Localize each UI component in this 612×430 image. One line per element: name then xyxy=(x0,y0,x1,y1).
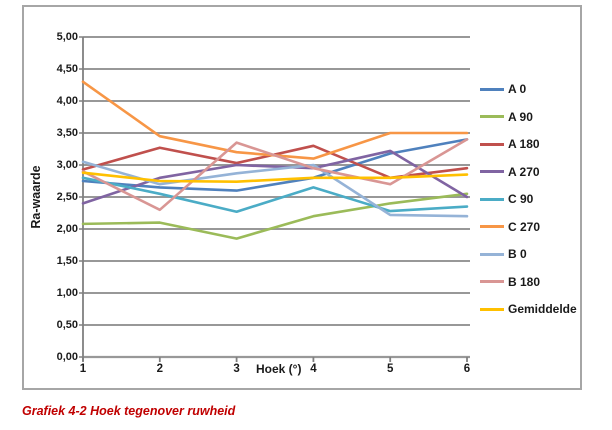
legend-item-a-180: A 180 xyxy=(480,137,540,151)
series-line-c-270 xyxy=(81,80,469,160)
legend-label: C 270 xyxy=(508,219,541,234)
y-tick-label: 4,00 xyxy=(56,95,78,107)
x-tick-label: 5 xyxy=(386,363,394,375)
legend-line-swatch xyxy=(480,170,504,173)
legend-item-c-270: C 270 xyxy=(480,220,540,234)
legend-label: A 90 xyxy=(508,109,533,124)
y-tick-label: 1,00 xyxy=(56,287,78,299)
y-tick-label: 2,00 xyxy=(56,223,78,235)
legend-line-swatch xyxy=(480,197,504,201)
y-axis-title: Ra-waarde xyxy=(29,165,43,229)
legend-label: Gemiddelde xyxy=(508,302,577,316)
legend-item-b-180: B 180 xyxy=(480,275,540,289)
series-line-a-0 xyxy=(81,138,469,192)
legend-line-swatch xyxy=(480,280,504,283)
y-tick-label: 1,50 xyxy=(56,255,78,267)
y-tick-label: 2,50 xyxy=(56,191,78,203)
x-tick-label: 3 xyxy=(233,363,240,375)
legend-line-swatch xyxy=(480,307,504,311)
legend-label: A 180 xyxy=(508,137,540,151)
legend-item-b-0: B 0 xyxy=(480,247,527,261)
legend-line-swatch xyxy=(480,252,504,256)
legend-label: B 180 xyxy=(508,274,541,289)
y-tick-label: 3,50 xyxy=(56,127,78,139)
figure-caption: Grafiek 4-2 Hoek tegenover ruwheid xyxy=(22,404,236,418)
legend-item-a-270: A 270 xyxy=(480,165,540,179)
x-tick-label: 4 xyxy=(310,363,317,375)
legend-item-gemiddelde: Gemiddelde xyxy=(480,302,577,316)
x-axis-title: Hoek (°) xyxy=(256,362,302,376)
legend-line-swatch xyxy=(480,142,504,146)
legend-label: C 90 xyxy=(508,192,534,206)
legend-label: A 0 xyxy=(508,82,527,96)
legend-line-swatch xyxy=(480,115,504,118)
y-tick-label: 5,00 xyxy=(56,31,78,43)
legend-item-c-90: C 90 xyxy=(480,192,533,206)
legend-line-swatch xyxy=(480,87,504,91)
legend-item-a-0: A 0 xyxy=(480,82,526,96)
x-tick-label: 2 xyxy=(156,363,163,375)
y-tick-label: 0,00 xyxy=(56,351,78,363)
y-tick-label: 3,00 xyxy=(56,159,78,171)
legend-label: B 0 xyxy=(508,247,527,261)
series-line-c-90 xyxy=(81,176,469,214)
y-tick-label: 0,50 xyxy=(56,319,78,331)
series-line-a-90 xyxy=(81,192,469,240)
legend-item-a-90: A 90 xyxy=(480,110,533,124)
legend-label: A 270 xyxy=(508,164,540,179)
x-tick-label: 6 xyxy=(463,363,471,375)
legend-line-swatch xyxy=(480,225,504,228)
y-tick-label: 4,50 xyxy=(56,63,78,75)
series-line-a-270 xyxy=(81,149,469,205)
series-line-gemiddelde xyxy=(81,171,469,183)
x-tick-label: 1 xyxy=(79,363,87,375)
